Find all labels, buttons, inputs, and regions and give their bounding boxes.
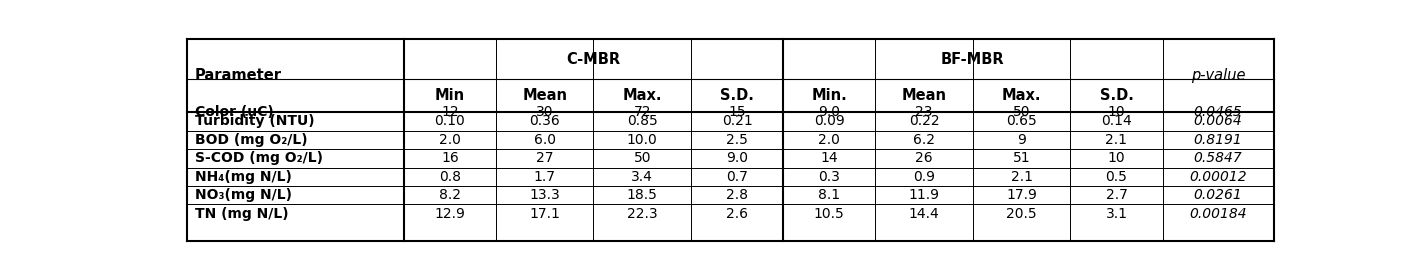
Text: Turbidity (NTU): Turbidity (NTU) xyxy=(195,115,315,128)
Text: 0.8191: 0.8191 xyxy=(1194,133,1243,147)
Text: 0.65: 0.65 xyxy=(1006,115,1037,128)
Text: 0.9: 0.9 xyxy=(913,170,935,184)
Text: p-value: p-value xyxy=(1191,68,1245,83)
Text: 0.0261: 0.0261 xyxy=(1194,188,1243,202)
Text: 30: 30 xyxy=(536,105,553,119)
Text: 0.00012: 0.00012 xyxy=(1190,170,1247,184)
Text: 0.0465: 0.0465 xyxy=(1194,105,1243,119)
Text: 0.5: 0.5 xyxy=(1106,170,1127,184)
Text: 0.22: 0.22 xyxy=(909,115,939,128)
Text: 2.0: 2.0 xyxy=(818,133,841,147)
Text: 0.00184: 0.00184 xyxy=(1190,207,1247,221)
Text: 8.2: 8.2 xyxy=(439,188,460,202)
Text: 72: 72 xyxy=(634,105,651,119)
Text: 6.2: 6.2 xyxy=(913,133,935,147)
Text: 0.3: 0.3 xyxy=(818,170,841,184)
Text: 17.1: 17.1 xyxy=(529,207,560,221)
Text: 0.7: 0.7 xyxy=(727,170,748,184)
Text: 0.14: 0.14 xyxy=(1102,115,1131,128)
Text: 2.7: 2.7 xyxy=(1106,188,1127,202)
Text: 3.1: 3.1 xyxy=(1106,207,1127,221)
Text: Max.: Max. xyxy=(623,88,663,103)
Text: 50: 50 xyxy=(634,151,651,165)
Text: 22.3: 22.3 xyxy=(627,207,657,221)
Text: 13.3: 13.3 xyxy=(529,188,560,202)
Text: BOD (mg O₂/L): BOD (mg O₂/L) xyxy=(195,133,308,147)
Text: 15: 15 xyxy=(728,105,745,119)
Text: 2.1: 2.1 xyxy=(1010,170,1033,184)
Text: 12: 12 xyxy=(440,105,459,119)
Text: 16: 16 xyxy=(440,151,459,165)
Text: 14: 14 xyxy=(821,151,838,165)
Text: Mean: Mean xyxy=(522,88,567,103)
Text: 8.1: 8.1 xyxy=(818,188,841,202)
Text: 50: 50 xyxy=(1013,105,1030,119)
Text: 3.4: 3.4 xyxy=(631,170,653,184)
Text: 9.0: 9.0 xyxy=(727,151,748,165)
Text: TN (mg N/L): TN (mg N/L) xyxy=(195,207,288,221)
Text: 20.5: 20.5 xyxy=(1006,207,1037,221)
Text: 6.0: 6.0 xyxy=(534,133,556,147)
Text: 27: 27 xyxy=(536,151,553,165)
Text: 9.0: 9.0 xyxy=(818,105,841,119)
Text: 2.1: 2.1 xyxy=(1106,133,1127,147)
Text: 0.21: 0.21 xyxy=(721,115,752,128)
Text: 2.8: 2.8 xyxy=(727,188,748,202)
Text: 23: 23 xyxy=(915,105,933,119)
Text: C-MBR: C-MBR xyxy=(566,52,620,67)
Text: Parameter: Parameter xyxy=(195,68,282,83)
Text: Max.: Max. xyxy=(1002,88,1042,103)
Text: 0.5847: 0.5847 xyxy=(1194,151,1243,165)
Text: 17.9: 17.9 xyxy=(1006,188,1037,202)
Text: 0.85: 0.85 xyxy=(627,115,657,128)
Text: 0.8: 0.8 xyxy=(439,170,460,184)
Text: 0.10: 0.10 xyxy=(435,115,465,128)
Text: 12.9: 12.9 xyxy=(435,207,466,221)
Text: 18.5: 18.5 xyxy=(627,188,658,202)
Text: S.D.: S.D. xyxy=(720,88,754,103)
Text: 51: 51 xyxy=(1013,151,1030,165)
Text: 11.9: 11.9 xyxy=(909,188,939,202)
Text: Min: Min xyxy=(435,88,465,103)
Text: Min.: Min. xyxy=(811,88,846,103)
Text: Mean: Mean xyxy=(902,88,946,103)
Text: 9: 9 xyxy=(1017,133,1026,147)
Text: 2.0: 2.0 xyxy=(439,133,460,147)
Text: 10.0: 10.0 xyxy=(627,133,657,147)
Text: 10: 10 xyxy=(1107,105,1126,119)
Text: 0.36: 0.36 xyxy=(529,115,560,128)
Text: 14.4: 14.4 xyxy=(909,207,939,221)
Text: 2.5: 2.5 xyxy=(727,133,748,147)
Text: 26: 26 xyxy=(915,151,933,165)
Text: NO₃(mg N/L): NO₃(mg N/L) xyxy=(195,188,292,202)
Text: 1.7: 1.7 xyxy=(534,170,556,184)
Text: 2.6: 2.6 xyxy=(727,207,748,221)
Text: 10.5: 10.5 xyxy=(814,207,845,221)
Text: S-COD (mg O₂/L): S-COD (mg O₂/L) xyxy=(195,151,322,165)
Text: Color (uC): Color (uC) xyxy=(195,105,274,119)
Text: 0.09: 0.09 xyxy=(814,115,845,128)
Text: 10: 10 xyxy=(1107,151,1126,165)
Text: NH₄(mg N/L): NH₄(mg N/L) xyxy=(195,170,292,184)
Text: S.D.: S.D. xyxy=(1100,88,1133,103)
Text: 0.0064: 0.0064 xyxy=(1194,115,1243,128)
Text: BF-MBR: BF-MBR xyxy=(940,52,1005,67)
